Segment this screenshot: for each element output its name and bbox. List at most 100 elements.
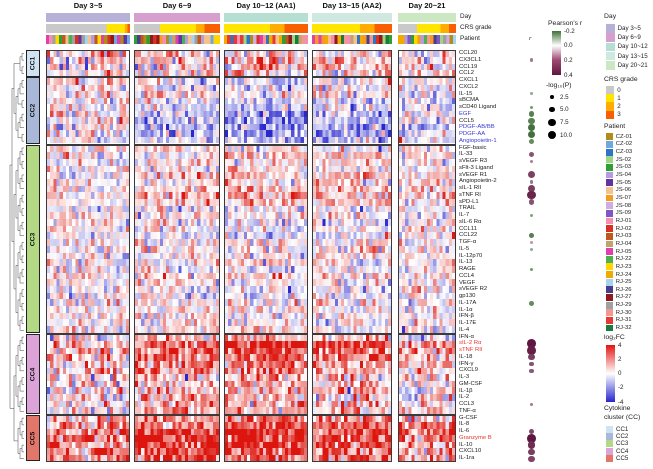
crs-legend-item: 3 bbox=[606, 110, 621, 119]
heatmap-row bbox=[225, 178, 307, 186]
log2fc-tick: -2 bbox=[618, 384, 624, 392]
heatmap-row bbox=[135, 367, 219, 375]
heatmap-row bbox=[47, 422, 129, 429]
row-label: sIL-6 Rα bbox=[459, 218, 482, 225]
heatmap-row bbox=[47, 285, 129, 293]
patient-legend-swatch bbox=[606, 148, 613, 156]
heatmap-row bbox=[47, 225, 129, 233]
patient-legend-item: JS-08 bbox=[606, 202, 631, 210]
heatmap-row bbox=[47, 219, 129, 226]
day-legend-swatch bbox=[606, 51, 615, 61]
pvalue-size-dot bbox=[547, 130, 557, 140]
heatmap-block-Day2021-CC4 bbox=[398, 333, 456, 415]
heatmap-row bbox=[135, 232, 219, 240]
heatmap-row bbox=[313, 252, 391, 260]
heatmap-row bbox=[135, 299, 219, 307]
heatmap-row bbox=[399, 292, 455, 300]
heatmap-row bbox=[47, 374, 129, 381]
heatmap-row bbox=[135, 448, 219, 455]
heatmap-row bbox=[225, 367, 307, 375]
heatmap-row bbox=[47, 265, 129, 273]
patient-legend-label: RJ-02 bbox=[615, 225, 632, 232]
heatmap-row bbox=[399, 361, 455, 368]
day-annotation-bar bbox=[312, 13, 392, 22]
row-label: CCL5 bbox=[459, 117, 475, 124]
heatmap-row bbox=[135, 123, 219, 131]
row-label: sTNF RII bbox=[459, 347, 483, 354]
annotation-label-patient: Patient bbox=[460, 35, 480, 42]
row-label: IL-3 bbox=[459, 374, 470, 381]
patient-legend-label: RJ-03 bbox=[615, 233, 632, 240]
heatmap-row bbox=[225, 69, 307, 76]
heatmap-row bbox=[135, 252, 219, 260]
patient-legend-label: RJ-22 bbox=[615, 256, 632, 263]
heatmap-row bbox=[399, 312, 455, 320]
heatmap-row bbox=[313, 306, 391, 313]
day-legend-label: Day 13~15 bbox=[617, 52, 648, 60]
pearson-dot bbox=[529, 105, 534, 110]
heatmap-row bbox=[313, 312, 391, 320]
patient-legend-item: CZ-03 bbox=[606, 148, 632, 156]
pvalue-size-label: 2.5 bbox=[560, 93, 569, 101]
heatmap-row bbox=[135, 152, 219, 159]
heatmap-row bbox=[399, 225, 455, 233]
heatmap-block-Day1012-CC2 bbox=[224, 77, 308, 145]
heatmap-row bbox=[313, 435, 391, 442]
heatmap-block-Day69-CC3 bbox=[134, 144, 220, 334]
row-label: sVEGF R1 bbox=[459, 171, 488, 178]
heatmap-row bbox=[225, 51, 307, 58]
heatmap-row bbox=[313, 265, 391, 273]
heatmap-row bbox=[135, 205, 219, 213]
cluster-bar-segment-CC5: CC5 bbox=[25, 415, 40, 462]
row-label: CCL11 bbox=[459, 225, 477, 232]
row-label: gp130 bbox=[459, 293, 476, 300]
heatmap-row bbox=[399, 367, 455, 375]
heatmap-row bbox=[135, 259, 219, 266]
cc-legend-item: CC2 bbox=[606, 433, 628, 441]
pearson-dot bbox=[529, 92, 534, 96]
patient-legend-label: RJ-31 bbox=[615, 317, 632, 324]
heatmap-row bbox=[47, 326, 129, 333]
day-legend-label: Day 10~12 bbox=[617, 43, 648, 51]
heatmap-block-Day1315-CC3 bbox=[312, 144, 392, 334]
row-label: IL-18 bbox=[459, 353, 473, 360]
heatmap-row bbox=[225, 347, 307, 355]
heatmap-row bbox=[47, 347, 129, 355]
heatmap-row bbox=[135, 158, 219, 166]
patient-legend-swatch bbox=[606, 324, 613, 332]
legend-title-day: Day bbox=[604, 13, 617, 20]
pearson-dot bbox=[529, 138, 534, 144]
day-legend-item: Day 10~12 bbox=[606, 42, 648, 52]
cc-legend-item: CC4 bbox=[606, 447, 628, 455]
heatmap-row bbox=[399, 130, 455, 137]
heatmap-row bbox=[47, 185, 129, 193]
heatmap-row bbox=[47, 259, 129, 266]
heatmap-row bbox=[47, 78, 129, 85]
heatmap-row bbox=[225, 57, 307, 64]
heatmap-row bbox=[47, 272, 129, 280]
heatmap-row bbox=[47, 279, 129, 286]
row-label: FGF-basic bbox=[459, 144, 487, 151]
heatmap-row bbox=[313, 367, 391, 375]
patient-legend-item: RJ-31 bbox=[606, 317, 632, 325]
crs-legend-swatch bbox=[606, 94, 615, 103]
log2fc-tick: 0 bbox=[618, 370, 622, 377]
legend-title-pearson: Pearson's r bbox=[548, 20, 583, 27]
patient-legend-item: CZ-02 bbox=[606, 141, 632, 149]
heatmap-row bbox=[225, 136, 307, 144]
pearson-dot bbox=[528, 354, 535, 361]
pearson-dot bbox=[527, 441, 536, 449]
heatmap-row bbox=[225, 441, 307, 449]
heatmap-row bbox=[225, 158, 307, 166]
heatmap-row bbox=[47, 63, 129, 70]
heatmap-row bbox=[313, 292, 391, 300]
heatmap-row bbox=[225, 192, 307, 200]
heatmap-row bbox=[399, 422, 455, 429]
row-label: CCL20 bbox=[459, 50, 478, 56]
heatmap-row bbox=[47, 97, 129, 105]
heatmap-row bbox=[313, 326, 391, 333]
patient-legend-item: JS-06 bbox=[606, 186, 631, 195]
patient-legend-swatch bbox=[606, 171, 613, 179]
heatmap-row bbox=[399, 279, 455, 286]
pearson-gradient-bar bbox=[552, 31, 561, 75]
